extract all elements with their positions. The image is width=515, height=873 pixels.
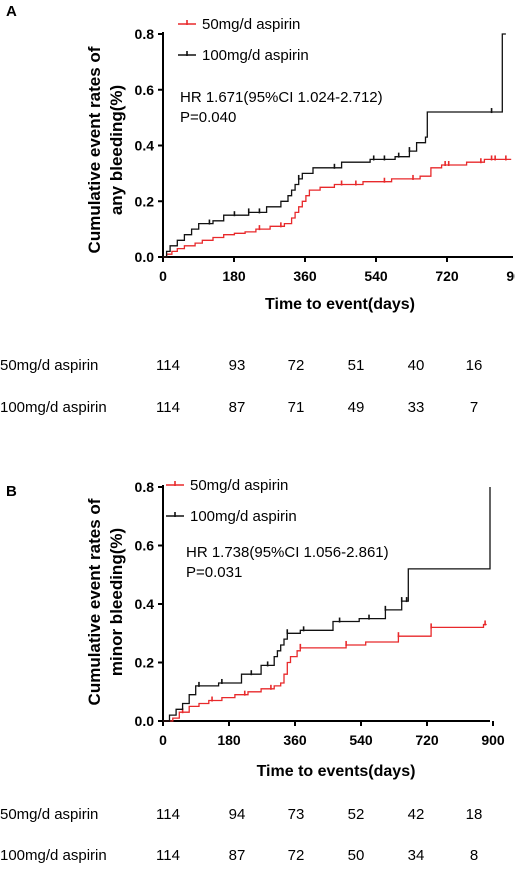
legend-item: 100mg/d aspirin: [178, 47, 309, 64]
x-tick-label: 360: [283, 732, 307, 748]
risk-count: 71: [288, 399, 305, 416]
risk-row-label: 100mg/d aspirin: [0, 847, 107, 864]
hazard-ratio-text: HR 1.738(95%CI 1.056-2.861): [186, 544, 389, 561]
step-line: [163, 158, 512, 258]
step-line: [163, 33, 506, 258]
y-tick-label: 0.6: [135, 82, 155, 98]
legend-label: 100mg/d aspirin: [190, 508, 297, 525]
risk-count: 49: [348, 399, 365, 416]
y-tick-label: 0.8: [135, 26, 155, 42]
risk-count: 33: [408, 399, 425, 416]
series-100mg: [163, 33, 506, 258]
x-tick-label: 0: [159, 268, 167, 284]
risk-count: 51: [348, 357, 365, 374]
legend-label: 50mg/d aspirin: [190, 477, 288, 494]
risk-count: 72: [288, 847, 305, 864]
risk-count: 73: [288, 806, 305, 823]
panel-a: A 0.0 0.2 0.4 0.6 0.8 0 180 360 540 720 900 Cumulati…: [0, 3, 515, 416]
y-axis-label-line2: minor bleeding(%): [107, 528, 126, 676]
y-axis-label-line1: Cumulative event rates of: [85, 498, 104, 705]
y-tick-label: 0.4: [135, 138, 155, 154]
risk-count: 7: [470, 399, 478, 416]
step-line: [163, 623, 487, 722]
p-value-text: P=0.031: [186, 564, 242, 581]
risk-count: 50: [348, 847, 365, 864]
risk-count: 42: [408, 806, 425, 823]
risk-count: 87: [229, 847, 246, 864]
y-tick-label: 0.4: [135, 596, 155, 612]
y-tick-label: 0.2: [135, 193, 155, 209]
risk-count: 52: [348, 806, 365, 823]
risk-count: 93: [229, 357, 246, 374]
panel-letter: B: [6, 483, 17, 500]
y-tick-label: 0.0: [135, 249, 155, 265]
x-tick-label: 180: [222, 268, 246, 284]
legend-item: 50mg/d aspirin: [178, 16, 300, 33]
legend-item: 50mg/d aspirin: [166, 477, 288, 494]
risk-row-label: 50mg/d aspirin: [0, 357, 98, 374]
risk-count: 16: [466, 357, 483, 374]
risk-count: 18: [466, 806, 483, 823]
x-tick-label: 720: [415, 732, 439, 748]
x-tick-label: 540: [364, 268, 388, 284]
x-axis-label: Time to event(days): [265, 296, 415, 313]
x-tick-label: 900: [506, 268, 515, 284]
step-line: [163, 487, 491, 722]
series-100mg: [163, 487, 491, 722]
panel-b: B 0.0 0.2 0.4 0.6 0.8 0 180 360 540 720 900 Cumulati…: [0, 477, 505, 864]
legend-label: 50mg/d aspirin: [202, 16, 300, 33]
x-tick-label: 0: [159, 732, 167, 748]
risk-count: 114: [156, 399, 180, 416]
y-axis-label: Cumulative event rates of minor bleeding(…: [85, 498, 126, 705]
series-50mg: [163, 155, 512, 258]
risk-table: 50mg/d aspirin 114 93 72 51 40 16 100mg/d aspir…: [0, 357, 482, 416]
risk-count: 34: [408, 847, 425, 864]
y-tick-label: 0.8: [135, 479, 155, 495]
series-50mg: [163, 620, 487, 722]
panel-letter: A: [6, 3, 17, 20]
y-axis-label-line2: any bleeding(%): [107, 85, 126, 215]
y-tick-label: 0.0: [135, 713, 155, 729]
y-tick-label: 0.2: [135, 655, 155, 671]
risk-count: 114: [156, 847, 180, 864]
risk-row-label: 100mg/d aspirin: [0, 399, 107, 416]
risk-count: 40: [408, 357, 425, 374]
risk-count: 94: [229, 806, 246, 823]
risk-count: 114: [156, 806, 180, 823]
risk-table: 50mg/d aspirin 114 94 73 52 42 18 100mg/d aspir…: [0, 806, 482, 864]
risk-count: 8: [470, 847, 478, 864]
y-tick-label: 0.6: [135, 538, 155, 554]
p-value-text: P=0.040: [180, 109, 236, 126]
y-axis-label: Cumulative event rates of any bleeding(%): [85, 46, 126, 253]
risk-count: 72: [288, 357, 305, 374]
x-tick-label: 180: [217, 732, 241, 748]
risk-count: 114: [156, 357, 180, 374]
x-tick-label: 360: [293, 268, 317, 284]
x-tick-label: 900: [481, 732, 505, 748]
risk-count: 87: [229, 399, 246, 416]
hazard-ratio-text: HR 1.671(95%CI 1.024-2.712): [180, 89, 383, 106]
x-axis-label: Time to events(days): [257, 763, 416, 780]
y-axis-label-line1: Cumulative event rates of: [85, 46, 104, 253]
x-tick-label: 540: [349, 732, 373, 748]
x-tick-label: 720: [435, 268, 459, 284]
legend-label: 100mg/d aspirin: [202, 47, 309, 64]
legend-item: 100mg/d aspirin: [166, 508, 297, 525]
risk-row-label: 50mg/d aspirin: [0, 806, 98, 823]
